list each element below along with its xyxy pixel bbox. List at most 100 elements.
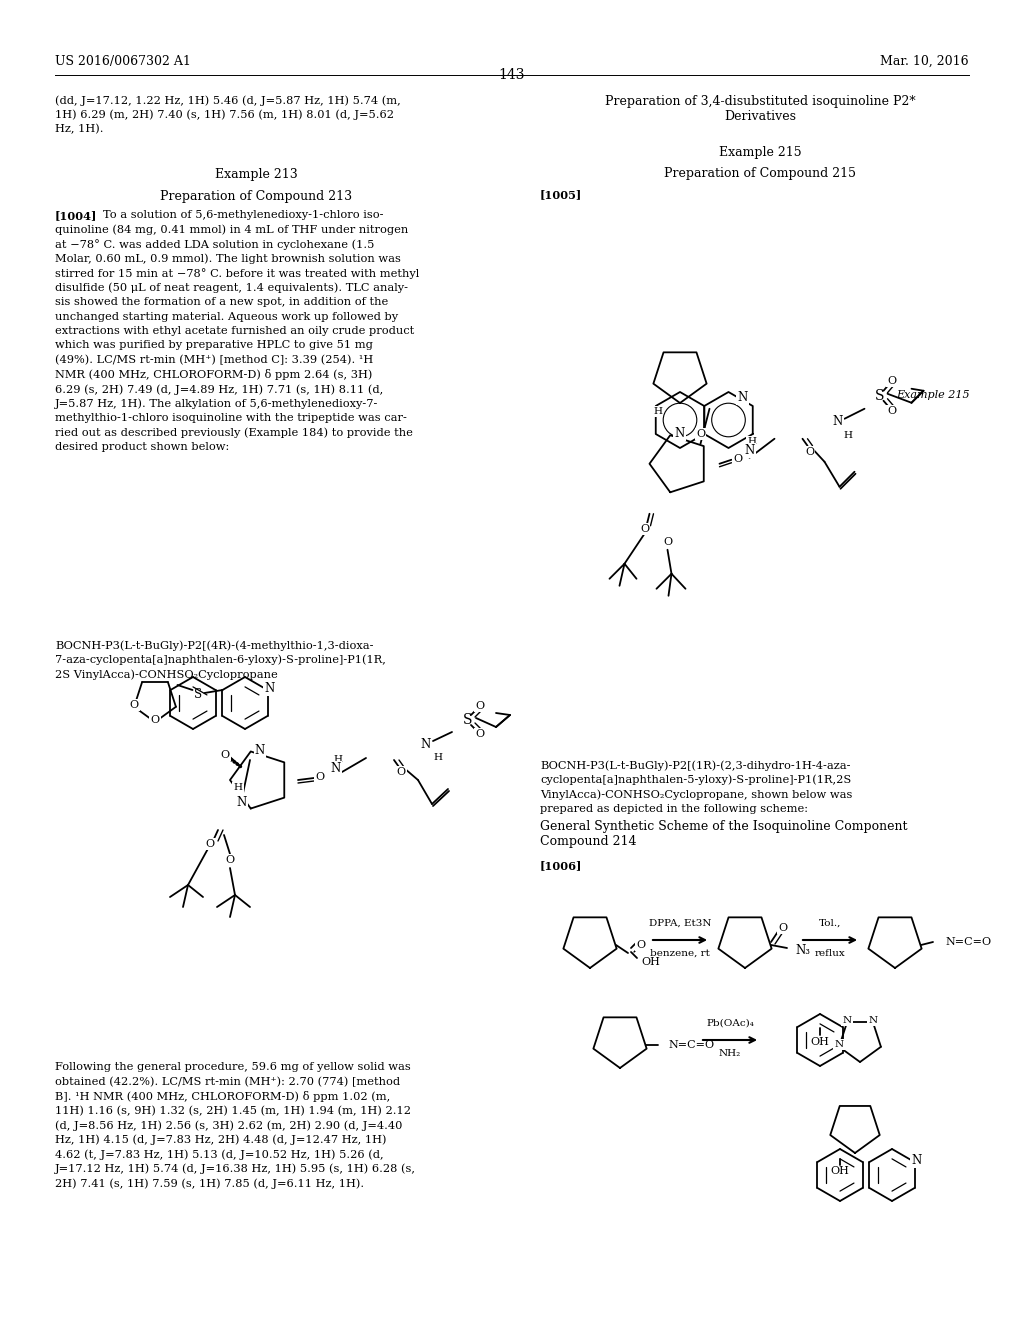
Text: [1006]: [1006] — [540, 861, 583, 871]
Text: N: N — [911, 1154, 922, 1167]
Text: S: S — [195, 688, 203, 701]
Text: B]. ¹H NMR (400 MHz, CHLOROFORM-D) δ ppm 1.02 (m,: B]. ¹H NMR (400 MHz, CHLOROFORM-D) δ ppm… — [55, 1092, 390, 1102]
Text: Compound 214: Compound 214 — [540, 834, 637, 847]
Text: Example 215: Example 215 — [896, 389, 970, 400]
Text: N: N — [833, 416, 843, 428]
Text: OH: OH — [830, 1166, 850, 1176]
Text: (dd, J=17.12, 1.22 Hz, 1H) 5.46 (d, J=5.87 Hz, 1H) 5.74 (m,: (dd, J=17.12, 1.22 Hz, 1H) 5.46 (d, J=5.… — [55, 95, 400, 106]
Text: Preparation of Compound 215: Preparation of Compound 215 — [664, 168, 856, 181]
Text: extractions with ethyl acetate furnished an oily crude product: extractions with ethyl acetate furnished… — [55, 326, 415, 337]
Text: 11H) 1.16 (s, 9H) 1.32 (s, 2H) 1.45 (m, 1H) 1.94 (m, 1H) 2.12: 11H) 1.16 (s, 9H) 1.32 (s, 2H) 1.45 (m, … — [55, 1106, 411, 1115]
Text: Hz, 1H) 4.15 (d, J=7.83 Hz, 2H) 4.48 (d, J=12.47 Hz, 1H): Hz, 1H) 4.15 (d, J=7.83 Hz, 2H) 4.48 (d,… — [55, 1134, 386, 1144]
Text: Molar, 0.60 mL, 0.9 mmol). The light brownish solution was: Molar, 0.60 mL, 0.9 mmol). The light bro… — [55, 253, 400, 264]
Text: prepared as depicted in the following scheme:: prepared as depicted in the following sc… — [540, 804, 808, 813]
Text: O: O — [129, 700, 138, 710]
Text: methylthio-1-chloro isoquinoline with the tripeptide was car-: methylthio-1-chloro isoquinoline with th… — [55, 413, 407, 422]
Text: quinoline (84 mg, 0.41 mmol) in 4 mL of THF under nitrogen: quinoline (84 mg, 0.41 mmol) in 4 mL of … — [55, 224, 409, 235]
Text: O: O — [640, 524, 649, 533]
Text: 7-aza-cyclopenta[a]naphthalen-6-yloxy)-S-proline]-P1(1R,: 7-aza-cyclopenta[a]naphthalen-6-yloxy)-S… — [55, 655, 386, 665]
Text: N: N — [737, 391, 748, 404]
Text: N: N — [835, 1040, 844, 1049]
Text: NH₂: NH₂ — [719, 1049, 741, 1059]
Text: Mar. 10, 2016: Mar. 10, 2016 — [881, 55, 969, 69]
Text: BOCNH-P3(L-t-BuGly)-P2[(1R)-(2,3-dihydro-1H-4-aza-: BOCNH-P3(L-t-BuGly)-P2[(1R)-(2,3-dihydro… — [540, 760, 851, 771]
Text: OH: OH — [811, 1038, 829, 1047]
Text: O: O — [805, 446, 814, 457]
Text: O: O — [887, 405, 896, 416]
Text: BOCNH-P3(L-t-BuGly)-P2[(4R)-(4-methylthio-1,3-dioxa-: BOCNH-P3(L-t-BuGly)-P2[(4R)-(4-methylthi… — [55, 640, 374, 651]
Text: Preparation of Compound 213: Preparation of Compound 213 — [160, 190, 352, 203]
Text: sis showed the formation of a new spot, in addition of the: sis showed the formation of a new spot, … — [55, 297, 388, 308]
Text: H: H — [653, 408, 662, 416]
Text: Derivatives: Derivatives — [724, 110, 796, 123]
Text: obtained (42.2%). LC/MS rt-min (MH⁺): 2.70 (774) [method: obtained (42.2%). LC/MS rt-min (MH⁺): 2.… — [55, 1077, 400, 1086]
Text: N: N — [744, 445, 755, 457]
Text: H: H — [433, 754, 442, 763]
Text: cyclopenta[a]naphthalen-5-yloxy)-S-proline]-P1(1R,2S: cyclopenta[a]naphthalen-5-yloxy)-S-proli… — [540, 775, 851, 785]
Text: OH: OH — [641, 957, 659, 968]
Text: N: N — [421, 738, 431, 751]
Text: (d, J=8.56 Hz, 1H) 2.56 (s, 3H) 2.62 (m, 2H) 2.90 (d, J=4.40: (d, J=8.56 Hz, 1H) 2.56 (s, 3H) 2.62 (m,… — [55, 1119, 402, 1130]
Text: N: N — [675, 428, 685, 441]
Text: Following the general procedure, 59.6 mg of yellow solid was: Following the general procedure, 59.6 mg… — [55, 1063, 411, 1072]
Text: J=5.87 Hz, 1H). The alkylation of 5,6-methylenedioxy-7-: J=5.87 Hz, 1H). The alkylation of 5,6-me… — [55, 399, 379, 409]
Text: DPPA, Et3N: DPPA, Et3N — [649, 919, 712, 928]
Text: N: N — [868, 1015, 878, 1024]
Text: [1005]: [1005] — [540, 189, 583, 201]
Text: N: N — [331, 763, 341, 776]
Text: N=C=O: N=C=O — [945, 937, 991, 946]
Text: US 2016/0067302 A1: US 2016/0067302 A1 — [55, 55, 190, 69]
Text: O: O — [475, 729, 484, 739]
Text: S: S — [874, 389, 885, 403]
Text: O: O — [220, 750, 229, 760]
Text: Tol.,: Tol., — [819, 919, 841, 928]
Text: benzene, rt: benzene, rt — [650, 949, 710, 958]
Text: O: O — [733, 454, 742, 463]
Text: 143: 143 — [499, 69, 525, 82]
Text: Pb(OAc)₄: Pb(OAc)₄ — [707, 1019, 754, 1028]
Text: reflux: reflux — [815, 949, 846, 958]
Text: O: O — [663, 537, 672, 546]
Text: 2S VinylAcca)-CONHSO₂Cyclopropane: 2S VinylAcca)-CONHSO₂Cyclopropane — [55, 669, 278, 680]
Text: N: N — [843, 1015, 852, 1024]
Text: N: N — [237, 796, 247, 808]
Text: N: N — [255, 743, 265, 756]
Text: at −78° C. was added LDA solution in cyclohexane (1.5: at −78° C. was added LDA solution in cyc… — [55, 239, 375, 249]
Text: 4.62 (t, J=7.83 Hz, 1H) 5.13 (d, J=10.52 Hz, 1H) 5.26 (d,: 4.62 (t, J=7.83 Hz, 1H) 5.13 (d, J=10.52… — [55, 1148, 384, 1159]
Text: Preparation of 3,4-disubstituted isoquinoline P2*: Preparation of 3,4-disubstituted isoquin… — [605, 95, 915, 108]
Text: O: O — [475, 701, 484, 711]
Text: General Synthetic Scheme of the Isoquinoline Component: General Synthetic Scheme of the Isoquino… — [540, 820, 907, 833]
Text: 2H) 7.41 (s, 1H) 7.59 (s, 1H) 7.85 (d, J=6.11 Hz, 1H).: 2H) 7.41 (s, 1H) 7.59 (s, 1H) 7.85 (d, J… — [55, 1177, 365, 1188]
Text: disulfide (50 μL of neat reagent, 1.4 equivalents). TLC analy-: disulfide (50 μL of neat reagent, 1.4 eq… — [55, 282, 408, 293]
Text: N=C=O: N=C=O — [668, 1040, 714, 1049]
Text: (49%). LC/MS rt-min (MH⁺) [method C]: 3.39 (254). ¹H: (49%). LC/MS rt-min (MH⁺) [method C]: 3.… — [55, 355, 374, 366]
Text: O: O — [315, 772, 325, 781]
Text: H: H — [334, 755, 342, 764]
Text: O: O — [206, 840, 215, 849]
Text: H: H — [843, 432, 852, 441]
Text: J=17.12 Hz, 1H) 5.74 (d, J=16.38 Hz, 1H) 5.95 (s, 1H) 6.28 (s,: J=17.12 Hz, 1H) 5.74 (d, J=16.38 Hz, 1H)… — [55, 1163, 416, 1173]
Text: Example 213: Example 213 — [215, 168, 297, 181]
Text: VinylAcca)-CONHSO₂Cyclopropane, shown below was: VinylAcca)-CONHSO₂Cyclopropane, shown be… — [540, 789, 852, 800]
Text: [1004]: [1004] — [55, 210, 97, 220]
Text: NMR (400 MHz, CHLOROFORM-D) δ ppm 2.64 (s, 3H): NMR (400 MHz, CHLOROFORM-D) δ ppm 2.64 (… — [55, 370, 373, 380]
Text: unchanged starting material. Aqueous work up followed by: unchanged starting material. Aqueous wor… — [55, 312, 398, 322]
Text: 1H) 6.29 (m, 2H) 7.40 (s, 1H) 7.56 (m, 1H) 8.01 (d, J=5.62: 1H) 6.29 (m, 2H) 7.40 (s, 1H) 7.56 (m, 1… — [55, 110, 394, 120]
Text: O: O — [151, 715, 160, 725]
Text: O: O — [696, 429, 706, 438]
Text: 6.29 (s, 2H) 7.49 (d, J=4.89 Hz, 1H) 7.71 (s, 1H) 8.11 (d,: 6.29 (s, 2H) 7.49 (d, J=4.89 Hz, 1H) 7.7… — [55, 384, 383, 395]
Text: stirred for 15 min at −78° C. before it was treated with methyl: stirred for 15 min at −78° C. before it … — [55, 268, 419, 279]
Text: Example 215: Example 215 — [719, 145, 802, 158]
Text: S: S — [463, 713, 473, 727]
Text: O: O — [225, 855, 234, 865]
Text: Hz, 1H).: Hz, 1H). — [55, 124, 103, 135]
Text: O: O — [887, 376, 896, 385]
Text: ried out as described previously (Example 184) to provide the: ried out as described previously (Exampl… — [55, 428, 413, 438]
Text: N: N — [264, 681, 274, 694]
Text: H: H — [746, 437, 756, 446]
Text: To a solution of 5,6-methylenedioxy-1-chloro iso-: To a solution of 5,6-methylenedioxy-1-ch… — [103, 210, 384, 220]
Text: O: O — [396, 767, 406, 777]
Text: desired product shown below:: desired product shown below: — [55, 442, 229, 451]
Text: O: O — [637, 940, 645, 950]
Text: O: O — [778, 923, 787, 933]
